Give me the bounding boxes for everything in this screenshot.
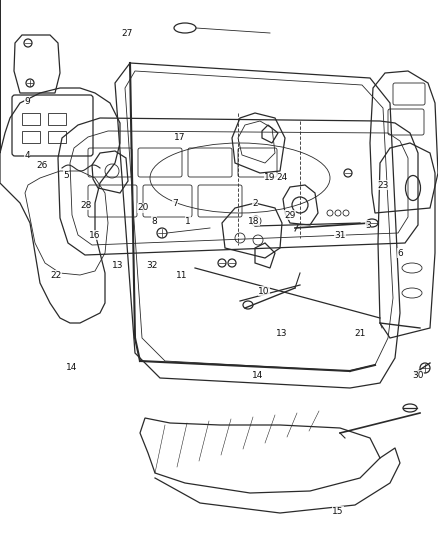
Text: 8: 8 — [151, 216, 157, 225]
Text: 13: 13 — [276, 328, 288, 337]
Text: 5: 5 — [63, 171, 69, 180]
Text: 14: 14 — [66, 364, 78, 373]
Text: 7: 7 — [172, 198, 178, 207]
Text: 4: 4 — [24, 150, 30, 159]
Text: 18: 18 — [248, 216, 260, 225]
Text: 17: 17 — [174, 133, 186, 142]
Text: 21: 21 — [354, 328, 366, 337]
Text: 32: 32 — [146, 261, 158, 270]
Text: 15: 15 — [332, 506, 344, 515]
Text: 1: 1 — [185, 216, 191, 225]
Text: 27: 27 — [121, 28, 133, 37]
Bar — [48, 131, 66, 143]
Text: 24: 24 — [276, 174, 288, 182]
Text: 19: 19 — [264, 174, 276, 182]
Bar — [22, 113, 40, 125]
Text: 29: 29 — [284, 211, 296, 220]
Text: 31: 31 — [334, 230, 346, 239]
Text: 11: 11 — [176, 271, 188, 279]
Text: 10: 10 — [258, 287, 270, 295]
Text: 3: 3 — [365, 221, 371, 230]
Text: 16: 16 — [89, 230, 101, 239]
Text: 6: 6 — [397, 248, 403, 257]
Text: 23: 23 — [377, 181, 389, 190]
Text: 14: 14 — [252, 370, 264, 379]
Bar — [48, 113, 66, 125]
Text: 20: 20 — [137, 204, 148, 213]
Text: 22: 22 — [50, 271, 62, 279]
Bar — [22, 131, 40, 143]
Text: 30: 30 — [412, 370, 424, 379]
Text: 28: 28 — [80, 200, 92, 209]
Text: 13: 13 — [112, 261, 124, 270]
Text: 26: 26 — [36, 160, 48, 169]
Text: 2: 2 — [252, 198, 258, 207]
Text: 9: 9 — [24, 96, 30, 106]
